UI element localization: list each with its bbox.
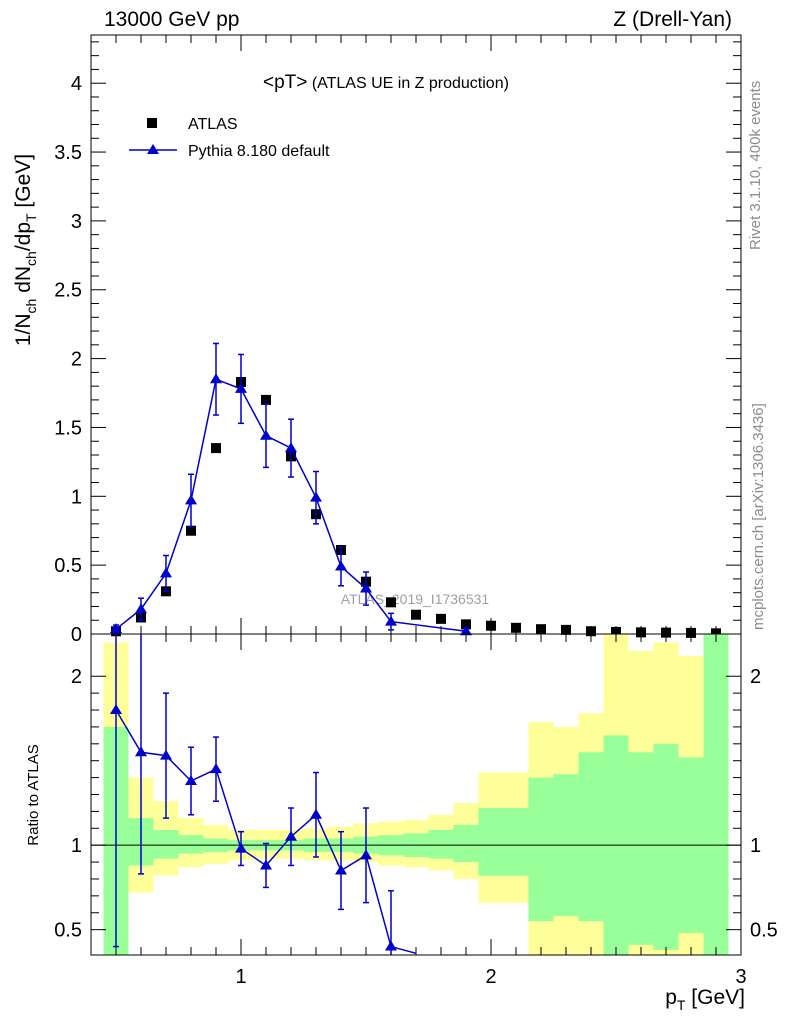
atlas-point bbox=[411, 609, 421, 620]
ratio-frame bbox=[90, 633, 742, 956]
xtick-label: 1 bbox=[235, 966, 246, 988]
main-ytick-label: 1.5 bbox=[54, 417, 82, 439]
atlas-point bbox=[261, 394, 271, 405]
pythia-point bbox=[285, 442, 297, 453]
main-ytick-label: 3.5 bbox=[54, 142, 82, 164]
legend-pythia-marker bbox=[147, 144, 159, 154]
main-ylabel: 1/Nch dNch/dpT [GeV] bbox=[12, 154, 39, 346]
main-series bbox=[110, 342, 721, 639]
watermark: ATLAS_2019_I1736531 bbox=[341, 591, 490, 607]
ratio-band-green bbox=[153, 829, 179, 859]
main-ytick-label: 0.5 bbox=[54, 555, 82, 577]
main-ytick-label: 3 bbox=[71, 211, 82, 233]
ratio-ytick-label-right: 0.5 bbox=[750, 920, 778, 942]
pythia-point bbox=[185, 494, 197, 505]
pythia-point bbox=[460, 625, 472, 636]
ratio-ytick-label: 2 bbox=[71, 666, 82, 688]
pythia-point bbox=[335, 560, 347, 571]
rivet-label: Rivet 3.1.10, 400k events bbox=[747, 81, 764, 250]
ratio-band-green bbox=[478, 808, 529, 876]
atlas-point bbox=[211, 443, 221, 454]
ratio-band-green bbox=[628, 752, 654, 945]
atlas-point bbox=[611, 626, 621, 637]
pythia-point bbox=[160, 567, 172, 578]
atlas-point bbox=[511, 622, 521, 633]
pythia-point bbox=[385, 615, 397, 626]
ratio-ticks: 0.5 0.5 1 1 2 2 1 2 3 bbox=[54, 634, 778, 988]
legend-atlas-marker bbox=[147, 118, 157, 128]
ratio-point bbox=[360, 849, 372, 860]
xtick-label: 3 bbox=[735, 966, 746, 988]
ratio-band-green bbox=[453, 824, 479, 863]
ratio-point bbox=[210, 763, 222, 774]
atlas-point bbox=[561, 624, 571, 635]
header-left: 13000 GeV pp bbox=[104, 8, 239, 31]
ratio-band-green bbox=[653, 743, 679, 950]
main-title-main: <pT> bbox=[263, 72, 307, 93]
pythia-point bbox=[260, 429, 272, 440]
main-ytick-label: 2 bbox=[71, 349, 82, 371]
ratio-series bbox=[110, 634, 417, 955]
atlas-point bbox=[536, 624, 546, 635]
ratio-ytick-label: 1 bbox=[71, 835, 82, 857]
legend: ATLAS Pythia 8.180 default bbox=[129, 116, 330, 160]
ratio-plot: 0.5 0.5 1 1 2 2 1 2 3 bbox=[54, 634, 778, 988]
ratio-point bbox=[285, 830, 297, 841]
ratio-band-green bbox=[703, 634, 729, 955]
main-ytick-label: 0 bbox=[71, 624, 82, 646]
ratio-band-green bbox=[528, 777, 554, 922]
xtick-label: 2 bbox=[485, 966, 496, 988]
main-ytick-label: 1 bbox=[71, 486, 82, 508]
atlas-point bbox=[186, 525, 196, 536]
ratio-ylabel: Ratio to ATLAS bbox=[25, 744, 42, 845]
main-title-sub: (ATLAS UE in Z production) bbox=[307, 75, 509, 92]
ratio-ytick-label: 0.5 bbox=[54, 920, 82, 942]
ratio-point bbox=[110, 704, 122, 715]
header-right: Z (Drell-Yan) bbox=[613, 8, 732, 31]
ratio-point bbox=[335, 864, 347, 875]
pythia-point bbox=[210, 373, 222, 384]
pythia-point bbox=[235, 382, 247, 393]
ratio-band-green bbox=[578, 752, 604, 922]
legend-pythia-label: Pythia 8.180 default bbox=[188, 143, 330, 160]
pythia-point bbox=[360, 582, 372, 593]
ratio-point bbox=[310, 808, 322, 819]
legend-atlas-label: ATLAS bbox=[188, 116, 238, 133]
atlas-point bbox=[436, 613, 446, 624]
main-ytick-label: 2.5 bbox=[54, 280, 82, 302]
atlas-point bbox=[686, 627, 696, 638]
atlas-point bbox=[461, 619, 471, 630]
main-plot: 0 0.5 1 1.5 2 2.5 3 3.5 4 bbox=[54, 35, 741, 646]
atlas-point bbox=[486, 620, 496, 631]
ratio-ytick-label-right: 1 bbox=[750, 835, 761, 857]
ratio-bands bbox=[91, 634, 741, 955]
pythia-point bbox=[310, 491, 322, 502]
ratio-point bbox=[135, 746, 147, 757]
main-ticks: 0 0.5 1 1.5 2 2.5 3 3.5 4 bbox=[54, 35, 741, 646]
ratio-band-green bbox=[178, 835, 204, 854]
ratio-point bbox=[160, 749, 172, 760]
ratio-ytick-label-right: 2 bbox=[750, 666, 761, 688]
x-axis-label: pT [GeV] bbox=[665, 986, 745, 1013]
pythia-point bbox=[110, 623, 122, 634]
atlas-point bbox=[711, 628, 721, 639]
atlas-point bbox=[386, 597, 396, 608]
mcplots-label: mcplots.cern.ch [arXiv:1306.3436] bbox=[750, 403, 767, 630]
ratio-point bbox=[385, 940, 397, 951]
ratio-point bbox=[185, 774, 197, 785]
main-title: <pT> (ATLAS UE in Z production) bbox=[263, 72, 509, 93]
pythia-point bbox=[135, 603, 147, 614]
atlas-point bbox=[661, 627, 671, 638]
ratio-band-green bbox=[428, 829, 454, 859]
ratio-point bbox=[235, 842, 247, 853]
main-ytick-label: 4 bbox=[71, 73, 82, 95]
atlas-point bbox=[586, 626, 596, 637]
ratio-point bbox=[260, 859, 272, 870]
atlas-point bbox=[636, 627, 646, 638]
